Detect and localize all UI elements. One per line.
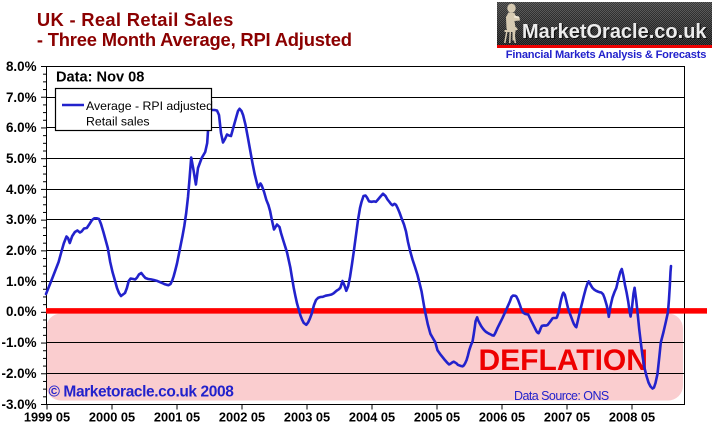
svg-text:6.0%: 6.0% — [6, 120, 37, 135]
svg-text:2002 05: 2002 05 — [219, 409, 265, 424]
svg-text:2001 05: 2001 05 — [154, 409, 200, 424]
svg-text:2008 05: 2008 05 — [609, 409, 655, 424]
svg-text:Data Source: ONS: Data Source: ONS — [514, 389, 609, 403]
svg-text:2005 05: 2005 05 — [414, 409, 460, 424]
svg-text:2007 05: 2007 05 — [544, 409, 590, 424]
svg-text:2.0%: 2.0% — [6, 243, 37, 258]
svg-text:DEFLATION: DEFLATION — [479, 344, 648, 377]
svg-text:4.0%: 4.0% — [6, 182, 37, 197]
svg-text:Data: Nov 08: Data: Nov 08 — [56, 70, 144, 86]
svg-text:7.0%: 7.0% — [6, 90, 37, 105]
svg-text:-2.0%: -2.0% — [2, 366, 37, 381]
svg-text:Retail sales: Retail sales — [86, 115, 150, 129]
svg-text:2004 05: 2004 05 — [349, 409, 395, 424]
svg-text:1999 05: 1999 05 — [24, 409, 70, 424]
svg-text:2003 05: 2003 05 — [284, 409, 330, 424]
svg-text:2006 05: 2006 05 — [479, 409, 525, 424]
svg-text:0.0%: 0.0% — [6, 304, 37, 319]
svg-text:1.0%: 1.0% — [6, 274, 37, 289]
svg-text:5.0%: 5.0% — [6, 151, 37, 166]
svg-text:-1.0%: -1.0% — [2, 335, 37, 350]
svg-text:3.0%: 3.0% — [6, 212, 37, 227]
svg-text:8.0%: 8.0% — [6, 59, 37, 74]
svg-text:2000 05: 2000 05 — [89, 409, 135, 424]
svg-text:© Marketoracle.co.uk 2008: © Marketoracle.co.uk 2008 — [49, 383, 235, 400]
svg-text:-3.0%: -3.0% — [2, 397, 37, 412]
svg-text:Average - RPI adjusted: Average - RPI adjusted — [86, 99, 213, 113]
